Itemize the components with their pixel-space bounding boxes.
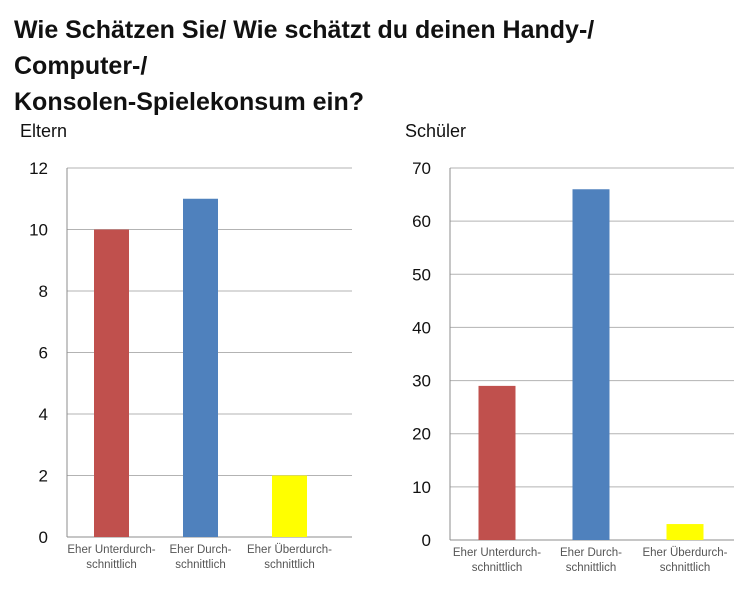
x-category-label: Eher Durch-: [170, 544, 232, 556]
y-tick-label: 2: [39, 467, 48, 486]
y-tick-label: 60: [412, 212, 431, 231]
x-category-label: Eher Unterdurch-: [67, 544, 155, 556]
x-category-label: schnittlich: [566, 562, 617, 574]
bar: [478, 385, 516, 540]
y-tick-label: 10: [412, 478, 431, 497]
x-category-label: schnittlich: [660, 562, 711, 574]
y-tick-label: 20: [412, 425, 431, 444]
y-tick-label: 40: [412, 318, 431, 337]
x-category-label: schnittlich: [264, 559, 315, 571]
chart-label: Schüler: [405, 121, 466, 141]
chart-eltern: Eltern 0 2 4 6 8 10 12 Eher Unterdurch-schnittli…: [20, 121, 352, 571]
y-tick-label: 50: [412, 265, 431, 284]
bar: [572, 189, 610, 540]
y-tick-label: 0: [39, 528, 48, 547]
page-title: Wie Schätzen Sie/ Wie schätzt du deinen …: [14, 12, 734, 120]
chart-label: Eltern: [20, 121, 67, 141]
title-line-2: Konsolen-Spielekonsum ein?: [14, 88, 365, 116]
x-category-label: Eher Durch-: [560, 547, 622, 559]
x-category-label: schnittlich: [472, 562, 523, 574]
y-tick-label: 8: [39, 282, 48, 301]
y-tick-label: 30: [412, 372, 431, 391]
x-category-label: Eher Überdurch-: [247, 544, 332, 556]
x-category-label: Eher Überdurch-: [642, 547, 727, 559]
x-category-label: schnittlich: [175, 559, 226, 571]
x-category-label: schnittlich: [86, 559, 137, 571]
title-line-1: Wie Schätzen Sie/ Wie schätzt du deinen …: [14, 16, 595, 80]
y-tick-label: 70: [412, 159, 431, 178]
y-tick-label: 10: [29, 221, 48, 240]
y-tick-label: 12: [29, 159, 48, 178]
y-tick-label: 4: [39, 405, 48, 424]
bar: [666, 524, 704, 540]
x-category-label: Eher Unterdurch-: [453, 547, 541, 559]
bar: [183, 198, 218, 537]
y-tick-label: 6: [39, 344, 48, 363]
chart-schueler: Schüler 0 10 20 30 40 50 60 70 Eher Unterdurch-sc…: [405, 121, 734, 574]
bar: [272, 475, 307, 537]
bar: [94, 229, 129, 537]
y-tick-label: 0: [422, 531, 431, 550]
